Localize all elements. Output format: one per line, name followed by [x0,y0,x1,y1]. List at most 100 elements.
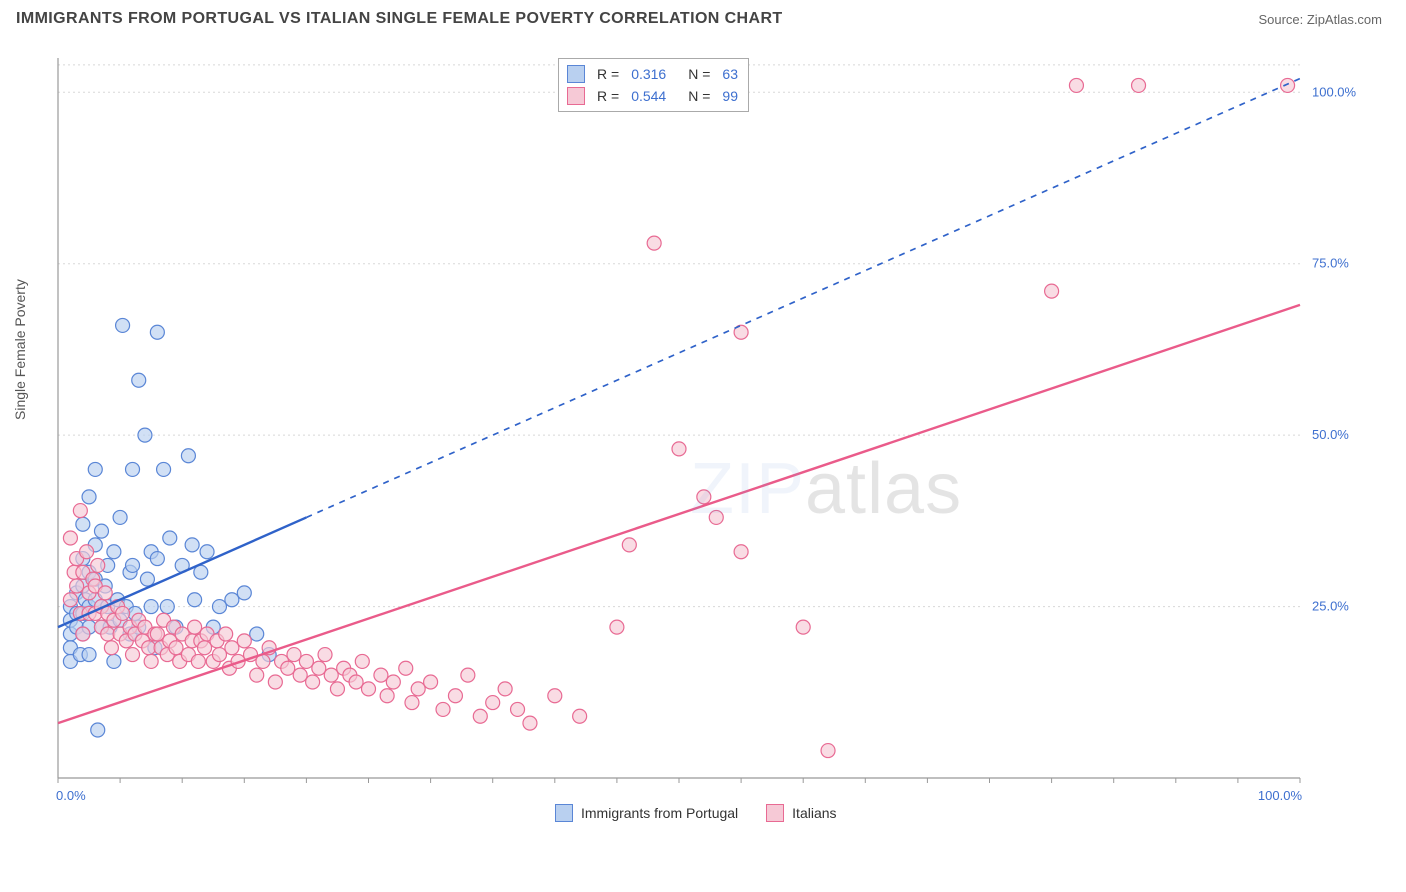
legend-row-italians: R = 0.544 N = 99 [567,85,738,107]
italians-point [98,586,112,600]
series-legend: Immigrants from PortugalItalians [555,804,837,822]
italians-point [349,675,363,689]
svg-text:100.0%: 100.0% [1312,84,1357,99]
portugal-point [94,524,108,538]
source-label: Source: [1258,12,1306,27]
bottom-legend-item-portugal: Immigrants from Portugal [555,804,738,822]
portugal-point [225,593,239,607]
italians-point [1132,78,1146,92]
italians-point [281,661,295,675]
italians-point [188,620,202,634]
italians-trend-solid [58,305,1300,723]
italians-point [219,627,233,641]
plot-area: 25.0%50.0%75.0%100.0%0.0%100.0% ZIPatlas… [50,48,1370,828]
portugal-point [91,723,105,737]
italians-point [355,654,369,668]
italians-point [498,682,512,696]
italians-point [150,627,164,641]
portugal-point [138,428,152,442]
portugal-point [113,510,127,524]
italians-point [250,668,264,682]
r-label: R = [597,88,619,104]
italians-point [548,689,562,703]
italians-point [386,675,400,689]
italians-point [191,654,205,668]
portugal-point [188,593,202,607]
italians-point [697,490,711,504]
source-attribution: Source: ZipAtlas.com [1258,12,1382,27]
italians-point [796,620,810,634]
italians-swatch-bottom [766,804,784,822]
svg-text:0.0%: 0.0% [56,788,86,803]
italians-point [225,641,239,655]
italians-point [1045,284,1059,298]
portugal-point [116,318,130,332]
italians-n-value: 99 [722,88,738,104]
svg-text:100.0%: 100.0% [1258,788,1303,803]
portugal-point [82,490,96,504]
portugal-point [212,600,226,614]
portugal-point [144,600,158,614]
portugal-point [107,654,121,668]
italians-point [293,668,307,682]
italians-point [169,641,183,655]
portugal-point [200,545,214,559]
portugal-point [150,552,164,566]
italians-point [380,689,394,703]
italians-point [212,648,226,662]
source-link[interactable]: ZipAtlas.com [1307,12,1382,27]
italians-swatch [567,87,585,105]
chart-title: IMMIGRANTS FROM PORTUGAL VS ITALIAN SING… [16,10,783,28]
italians-point [610,620,624,634]
n-label: N = [688,88,710,104]
italians-point [511,702,525,716]
italians-point [523,716,537,730]
portugal-point [88,462,102,476]
italians-point [1281,78,1295,92]
portugal-point [107,545,121,559]
italians-point [821,744,835,758]
italians-point [70,579,84,593]
portugal-point [160,600,174,614]
portugal-swatch-bottom [555,804,573,822]
italians-point [424,675,438,689]
italians-point [486,696,500,710]
italians-point [573,709,587,723]
portugal-trend-dashed [306,79,1300,518]
italians-point [287,648,301,662]
y-axis-label: Single Female Poverty [12,279,28,420]
svg-text:75.0%: 75.0% [1312,256,1349,271]
portugal-n-value: 63 [722,66,738,82]
italians-point [461,668,475,682]
scatter-svg: 25.0% 50.0% 75.0% 100.0% 0.0% 100.0% [50,48,1370,828]
italians-point [709,510,723,524]
italians-point [63,531,77,545]
portugal-point [82,648,96,662]
italians-point [734,545,748,559]
italians-point [63,593,77,607]
italians-point [73,504,87,518]
italians-point [362,682,376,696]
italians-point [448,689,462,703]
svg-text:25.0%: 25.0% [1312,599,1349,614]
italians-point [622,538,636,552]
italians-point [76,627,90,641]
portugal-point [181,449,195,463]
portugal-point [250,627,264,641]
portugal-point [76,517,90,531]
italians-point [324,668,338,682]
italians-point [312,661,326,675]
italians-point [374,668,388,682]
italians-point [647,236,661,250]
italians-point [672,442,686,456]
italians-point [299,654,313,668]
italians-point [116,606,130,620]
italians-point [91,558,105,572]
portugal-point [132,373,146,387]
svg-text:50.0%: 50.0% [1312,427,1349,442]
italians-point [104,641,118,655]
portugal-point [163,531,177,545]
italians-r-value: 0.544 [631,88,666,104]
portugal-point [237,586,251,600]
italians-point [237,634,251,648]
